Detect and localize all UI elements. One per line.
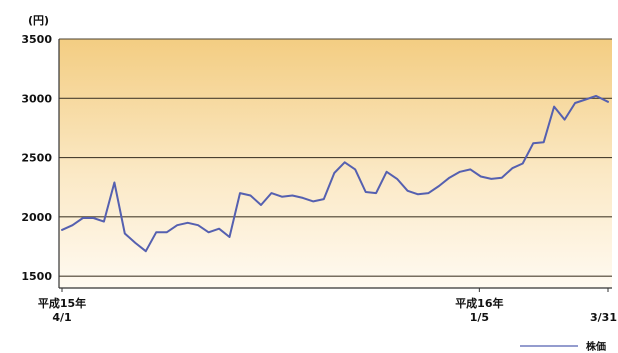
y-unit-label: (円): [28, 14, 49, 27]
x-tick-label-line2: 4/1: [52, 311, 71, 324]
legend-label: 株価: [586, 340, 606, 353]
x-tick-label-line1: 平成15年: [38, 296, 86, 310]
y-tick-label: 2000: [21, 211, 52, 224]
series-group: [61, 94, 609, 253]
x-tick-label-line1: 平成16年: [455, 296, 503, 310]
legend: 株価: [520, 340, 606, 353]
plot-background: [59, 39, 612, 288]
y-tick-label: 3500: [21, 33, 52, 46]
x-tick-label-line2: 3/31: [590, 311, 617, 324]
x-tick-label-line2: 1/5: [470, 311, 489, 324]
y-tick-label: 1500: [21, 270, 52, 283]
grid-lines: [59, 38, 612, 277]
y-tick-label: 2500: [21, 152, 52, 165]
series-line-株価: [61, 94, 609, 253]
y-tick-label: 3000: [21, 92, 52, 105]
y-tick-labels: 1500 2000 2500 3000 3500: [21, 33, 52, 283]
